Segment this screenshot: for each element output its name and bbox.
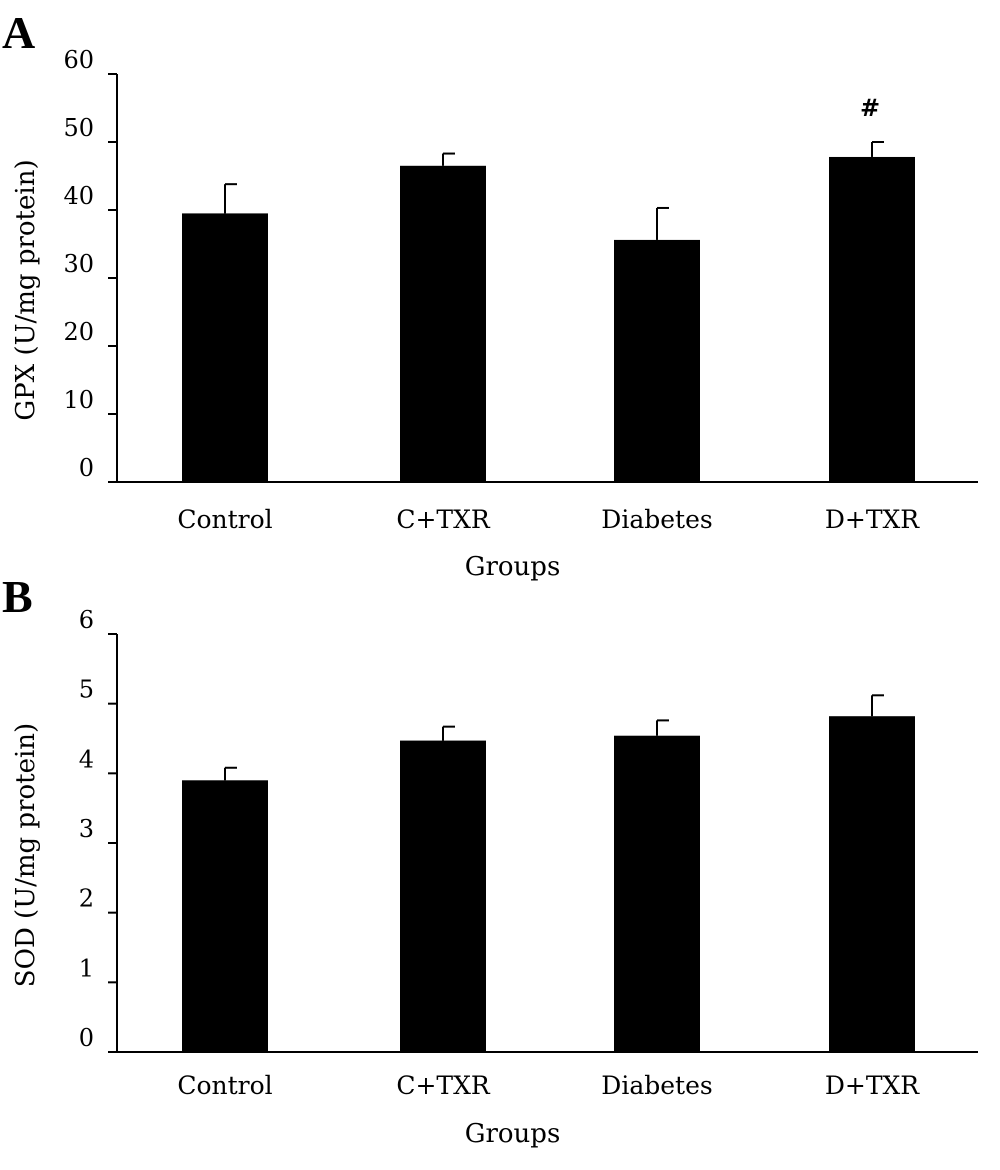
panel-b-y-tick-label: 1 xyxy=(79,954,94,982)
panel-b-category-label: Control xyxy=(177,1071,272,1100)
panel-b-y-tick-label: 3 xyxy=(79,815,94,843)
panel-b-bar-d-txr xyxy=(829,716,915,1052)
panel-b-bar-diabetes xyxy=(614,735,700,1052)
panel-b-y-axis-title: SOD (U/mg protein) xyxy=(11,723,41,987)
panel-a-category-label: Diabetes xyxy=(601,505,712,534)
panel-a-significance-marker: # xyxy=(860,94,880,122)
panel-b-category-label: C+TXR xyxy=(396,1071,491,1100)
panel-a-bar-c-txr xyxy=(400,165,486,483)
panel-b-category-label: D+TXR xyxy=(825,1071,920,1100)
panel-a-y-tick-label: 0 xyxy=(79,454,94,482)
panel-a-bar-d-txr xyxy=(829,156,915,482)
panel-b-bar-control xyxy=(182,780,268,1052)
panel-a-y-tick-label: 10 xyxy=(63,386,94,414)
panel-b-y-tick-label: 5 xyxy=(79,676,94,704)
panel-a-bar-control xyxy=(182,213,268,482)
panel-b-category-label: Diabetes xyxy=(601,1071,712,1100)
panel-a-y-tick-label: 30 xyxy=(63,250,94,278)
panel-a-x-axis-title: Groups xyxy=(465,552,561,582)
panel-b-x-axis-title: Groups xyxy=(465,1119,561,1149)
panel-a-y-tick-label: 20 xyxy=(63,318,94,346)
panel-b-y-tick-label: 2 xyxy=(79,885,94,913)
panel-a-letter: A xyxy=(2,7,35,58)
panel-a-y-tick-label: 50 xyxy=(63,114,94,142)
panel-a-category-label: Control xyxy=(177,505,272,534)
panel-b-bar-c-txr xyxy=(400,740,486,1052)
panel-a-category-label: D+TXR xyxy=(825,505,920,534)
panel-b-y-tick-label: 4 xyxy=(79,745,94,773)
panel-b-y-tick-label: 0 xyxy=(79,1024,94,1052)
panel-a-y-axis-title: GPX (U/mg protein) xyxy=(11,159,41,420)
panel-a-category-label: C+TXR xyxy=(396,505,491,534)
panel-a-y-tick-label: 60 xyxy=(63,46,94,74)
panel-b-letter: B xyxy=(2,571,33,622)
panel-a-bar-diabetes xyxy=(614,239,700,482)
panel-a-y-tick-label: 40 xyxy=(63,182,94,210)
panel-b-y-tick-label: 6 xyxy=(79,606,94,634)
